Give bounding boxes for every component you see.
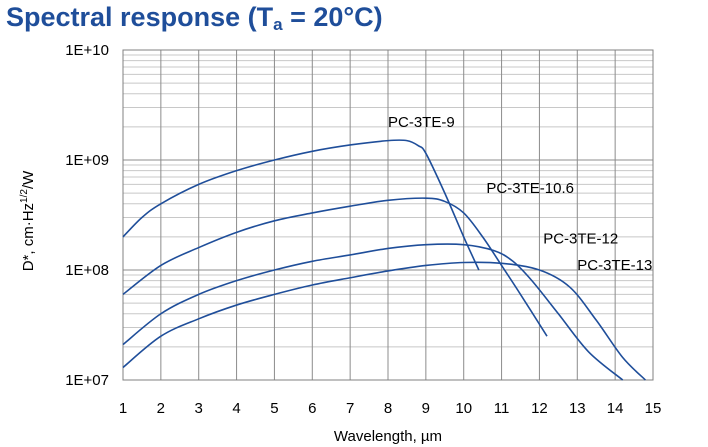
x-tick-label: 11 — [494, 400, 510, 417]
chart-title: Spectral response (Ta = 20°C) — [6, 2, 383, 34]
x-tick-label: 14 — [607, 400, 624, 417]
series-line — [122, 243, 624, 381]
series-line — [122, 197, 548, 337]
series-label: PC-3TE-10.6 — [486, 180, 574, 197]
x-tick-label: 8 — [384, 400, 392, 417]
series-labels: PC-3TE-9 PC-3TE-10.6 PC-3TE-12 PC-3TE-13 — [388, 114, 652, 274]
y-tick-labels: 1E+07 1E+08 1E+09 1E+10 — [65, 42, 109, 389]
series-lines — [122, 139, 646, 381]
plot-frame — [122, 49, 654, 381]
x-tick-label: 6 — [308, 400, 316, 417]
x-tick-label: 4 — [232, 400, 240, 417]
series-label: PC-3TE-13 — [577, 257, 652, 274]
x-tick-label: 13 — [569, 400, 586, 417]
y-tick-label: 1E+09 — [65, 152, 109, 169]
x-tick-label: 2 — [157, 400, 165, 417]
y-tick-label: 1E+10 — [65, 42, 109, 59]
series-label: PC-3TE-9 — [388, 114, 455, 131]
series-label: PC-3TE-12 — [543, 230, 618, 247]
x-tick-label: 15 — [645, 400, 662, 417]
x-tick-label: 12 — [531, 400, 548, 417]
series-line — [122, 261, 646, 381]
x-tick-label: 10 — [455, 400, 472, 417]
x-tick-label: 1 — [119, 400, 127, 417]
x-tick-label: 9 — [422, 400, 430, 417]
x-tick-label: 5 — [270, 400, 278, 417]
major-gridlines — [122, 49, 654, 381]
y-tick-label: 1E+08 — [65, 262, 109, 279]
y-tick-label: 1E+07 — [65, 372, 109, 389]
x-tick-labels: 1 2 3 4 5 6 7 8 9 10 11 12 13 14 15 — [119, 400, 662, 417]
x-axis-label: Wavelength, µm — [334, 428, 442, 445]
series-line — [122, 139, 480, 271]
y-axis-label: D*, cm·Hz1/2/W — [19, 170, 37, 271]
x-tick-label: 3 — [195, 400, 203, 417]
x-tick-label: 7 — [346, 400, 354, 417]
